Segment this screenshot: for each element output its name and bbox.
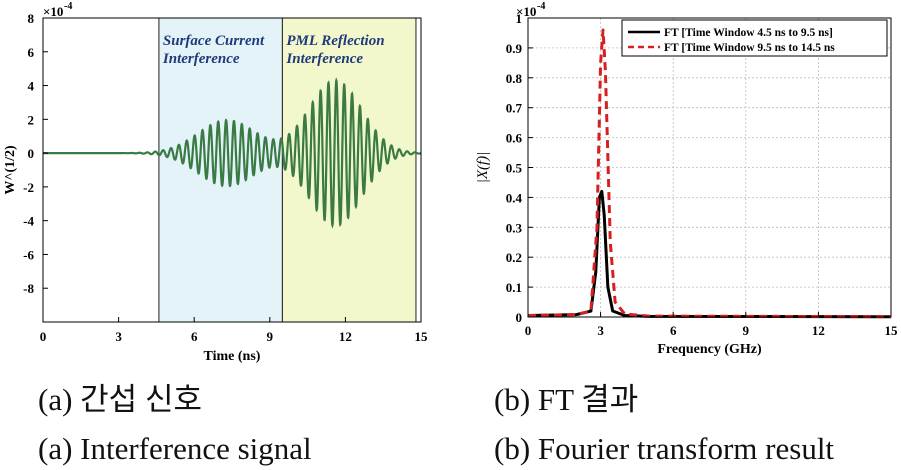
y-axis-label: W^(1/2) <box>3 145 18 195</box>
y-tick-label: 0.8 <box>506 71 523 86</box>
y-scale-label: ×10 <box>43 4 63 19</box>
y-tick-label: 0.3 <box>506 220 523 235</box>
y-tick-label: 0.4 <box>506 190 523 205</box>
y-tick-label: 0.2 <box>506 250 522 265</box>
interference-signal-chart: Surface Current Interference PML Reflectio… <box>3 1 429 364</box>
x-axis-label: Time (ns) <box>204 349 261 364</box>
y-tick-label: -8 <box>23 281 34 296</box>
y-tick-label: 0.7 <box>506 101 523 116</box>
region-label-surface-current-line2: Interference <box>162 51 240 67</box>
series-line-2 <box>527 28 892 319</box>
x-tick-label: 15 <box>415 329 429 344</box>
y-scale-label: ×10 <box>516 4 536 19</box>
x-tick-label: 0 <box>40 329 47 344</box>
x-axis-label: Frequency (GHz) <box>657 342 762 357</box>
x-tick-label: 12 <box>339 329 352 344</box>
region-label-surface-current-line1: Surface Current <box>163 33 265 49</box>
y-tick-label: -4 <box>23 214 34 229</box>
y-tick-label: 1 <box>516 11 523 26</box>
series-line-1 <box>527 189 892 319</box>
y-axis-label: |X(f)| <box>475 152 491 184</box>
x-tick-label: 3 <box>115 329 122 344</box>
caption-a-english: (a) Interference signal <box>38 431 312 466</box>
x-tick-label: 3 <box>597 323 604 338</box>
caption-b-english: (b) Fourier transform result <box>494 431 835 466</box>
caption-b-korean: (b) FT 결과 <box>494 382 639 417</box>
y-tick-label: 6 <box>28 45 35 60</box>
plot-frame <box>42 17 422 323</box>
legend-box <box>621 19 888 57</box>
legend: FT [Time Window 4.5 ns to 9.5 ns] FT [Tim… <box>621 19 888 57</box>
y-tick-label: 0.6 <box>506 131 523 146</box>
x-tick-label: 15 <box>885 323 899 338</box>
y-tick-label: 0.5 <box>506 161 523 176</box>
x-tick-label: 9 <box>743 323 750 338</box>
legend-label-2: FT [Time Window 9.5 ns to 14.5 ns <box>664 42 835 54</box>
y-tick-label: -2 <box>23 180 34 195</box>
y-tick-label: 2 <box>28 112 35 127</box>
x-tick-label: 6 <box>670 323 677 338</box>
y-tick-label: 4 <box>28 79 35 94</box>
x-tick-label: 9 <box>267 329 274 344</box>
x-tick-label: 12 <box>812 323 825 338</box>
y-scale-exponent: -4 <box>537 1 545 12</box>
x-tick-label: 0 <box>525 323 532 338</box>
y-tick-label: -6 <box>23 247 34 262</box>
x-tick-label: 6 <box>191 329 198 344</box>
region-label-pml-reflection-line2: Interference <box>285 51 363 67</box>
y-tick-label: 0.9 <box>506 41 523 56</box>
signal-line <box>43 77 422 229</box>
fourier-transform-chart: 0 3 6 9 12 15 0 0.1 0.2 0.3 0.4 0.5 0.6 0.7 0.8 0.9 1×10… <box>475 1 899 357</box>
y-tick-label: 8 <box>28 11 35 26</box>
y-tick-label: 0 <box>28 146 35 161</box>
legend-label-1: FT [Time Window 4.5 ns to 9.5 ns] <box>664 27 833 39</box>
y-scale-exponent: -4 <box>64 1 72 12</box>
y-tick-label: 0 <box>516 310 523 325</box>
caption-a-korean: (a) 간섭 신호 <box>38 382 202 417</box>
region-label-pml-reflection-line1: PML Reflection <box>286 33 384 49</box>
y-tick-label: 0.1 <box>506 280 522 295</box>
